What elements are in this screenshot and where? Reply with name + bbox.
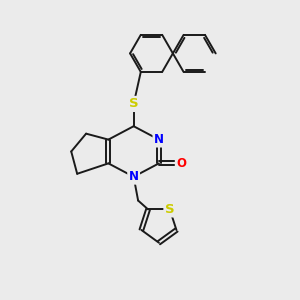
Text: N: N (154, 133, 164, 146)
Text: N: N (129, 170, 139, 183)
Text: O: O (176, 157, 186, 170)
Text: S: S (129, 98, 139, 110)
Text: S: S (165, 203, 175, 216)
